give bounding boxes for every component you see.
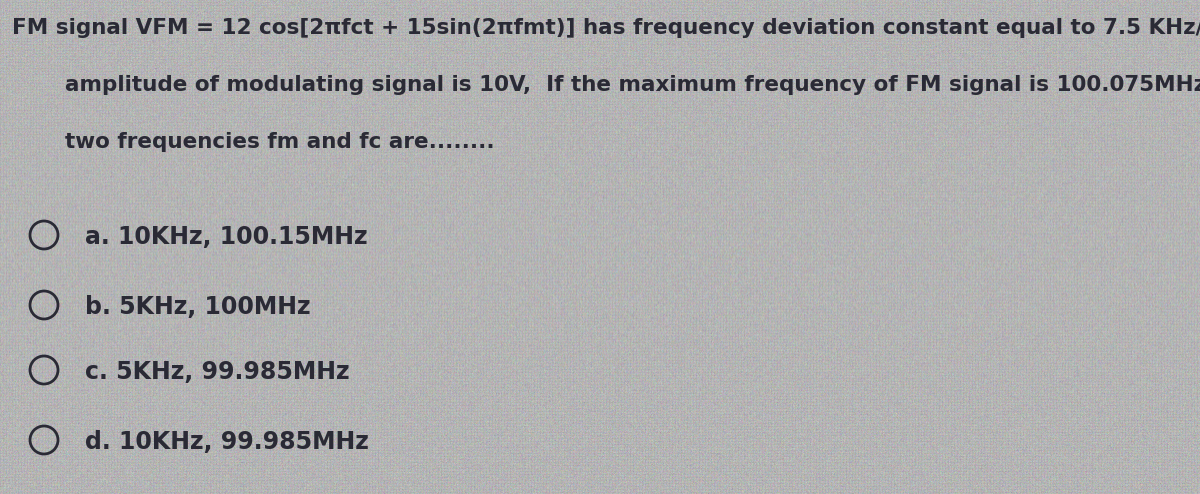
Text: FM signal VFM = 12 cos[2πfct + 15sin(2πfmt)] has frequency deviation constant eq: FM signal VFM = 12 cos[2πfct + 15sin(2πf… [12,18,1200,38]
Text: amplitude of modulating signal is 10V,  If the maximum frequency of FM signal is: amplitude of modulating signal is 10V, I… [65,75,1200,95]
Text: c. 5KHz, 99.985MHz: c. 5KHz, 99.985MHz [85,360,349,384]
Text: two frequencies fm and fc are........: two frequencies fm and fc are........ [65,132,494,152]
Text: d. 10KHz, 99.985MHz: d. 10KHz, 99.985MHz [85,430,368,454]
Text: b. 5KHz, 100MHz: b. 5KHz, 100MHz [85,295,311,319]
Text: a. 10KHz, 100.15MHz: a. 10KHz, 100.15MHz [85,225,367,249]
